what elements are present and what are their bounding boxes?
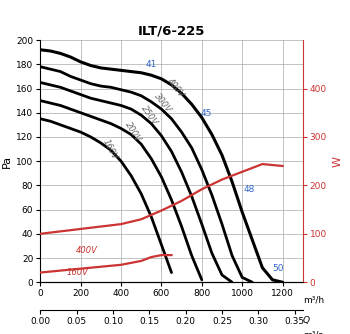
Text: Q: Q xyxy=(303,316,310,325)
Text: 50: 50 xyxy=(272,264,284,273)
Text: 250V: 250V xyxy=(139,104,159,127)
Text: 41: 41 xyxy=(145,60,157,69)
Text: m³/s: m³/s xyxy=(303,331,323,334)
Y-axis label: W: W xyxy=(332,156,343,167)
Text: 48: 48 xyxy=(243,185,254,194)
Text: 200V: 200V xyxy=(123,121,142,144)
Text: 300V: 300V xyxy=(152,92,173,115)
Text: m³/h: m³/h xyxy=(303,296,324,305)
Text: 160V: 160V xyxy=(101,137,119,161)
Y-axis label: Pa: Pa xyxy=(2,155,12,168)
Text: 400V: 400V xyxy=(76,246,97,255)
Text: 160V: 160V xyxy=(66,268,88,277)
Text: 400V: 400V xyxy=(166,77,186,100)
Title: ILT/6-225: ILT/6-225 xyxy=(138,24,205,37)
Text: 45: 45 xyxy=(201,109,212,118)
